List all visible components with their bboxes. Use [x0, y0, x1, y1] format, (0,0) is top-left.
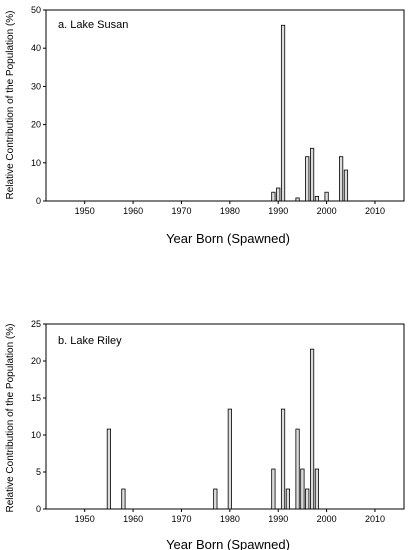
panel-title-b: b. Lake Riley — [58, 335, 122, 347]
bar — [121, 488, 126, 510]
x-tick-label: 2000 — [317, 206, 337, 216]
x-tick-label: 1980 — [220, 206, 240, 216]
y-tick-label: 20 — [31, 356, 41, 366]
bar — [309, 348, 315, 510]
x-tick-label: 2010 — [365, 206, 385, 216]
bar — [285, 488, 290, 510]
panel-lake-riley: Relative Contribution of the Population … — [5, 319, 405, 550]
x-tick-label: 1960 — [123, 514, 143, 524]
bar — [324, 191, 329, 202]
x-axis-b: 1950 1960 1970 1980 1990 2000 2010 — [75, 509, 385, 524]
y-tick-label: 15 — [31, 393, 41, 403]
y-tick-label: 0 — [36, 196, 41, 206]
bar — [309, 147, 315, 202]
plot-frame-b — [45, 323, 405, 510]
bar — [300, 468, 305, 510]
x-axis-a: 1950 1960 1970 1980 1990 2000 2010 — [75, 201, 385, 216]
x-axis-title-a: Year Born (Spawned) — [166, 231, 290, 246]
x-tick-label: 1970 — [171, 514, 191, 524]
bars-a — [271, 24, 349, 202]
plot-frame-a — [45, 9, 405, 202]
x-tick-label: 2010 — [365, 514, 385, 524]
bar — [305, 488, 310, 510]
bar — [295, 428, 300, 510]
x-tick-label: 2000 — [317, 514, 337, 524]
bar — [305, 156, 310, 202]
y-tick-label: 20 — [31, 120, 41, 130]
bar — [227, 408, 232, 510]
x-tick-label: 1950 — [75, 206, 95, 216]
panel-title-a: a. Lake Susan — [58, 19, 128, 31]
y-tick-label: 40 — [31, 43, 41, 53]
x-tick-label: 1950 — [75, 514, 95, 524]
bar — [295, 197, 300, 202]
y-tick-label: 5 — [36, 467, 41, 477]
bars-b — [106, 348, 320, 510]
y-tick-label: 25 — [31, 319, 41, 329]
bar — [271, 468, 276, 510]
bar — [314, 468, 320, 510]
x-tick-label: 1990 — [268, 206, 288, 216]
panel-lake-susan: Relative Contribution of the Population … — [5, 5, 405, 246]
bar — [314, 196, 320, 202]
x-tick-label: 1960 — [123, 206, 143, 216]
y-axis-b: 0 5 10 15 20 25 — [31, 319, 46, 514]
bar — [339, 156, 344, 202]
bar — [280, 24, 286, 202]
bar — [280, 408, 286, 510]
bar — [276, 187, 281, 202]
y-tick-label: 30 — [31, 81, 41, 91]
x-tick-label: 1980 — [220, 514, 240, 524]
y-axis-title-b: Relative Contribution of the Population … — [5, 324, 16, 513]
bar — [213, 488, 218, 510]
y-tick-label: 10 — [31, 158, 41, 168]
y-tick-label: 10 — [31, 430, 41, 440]
y-axis-a: 0 10 20 30 40 50 — [31, 5, 46, 206]
bar — [343, 169, 349, 202]
bar — [271, 191, 276, 202]
y-tick-label: 0 — [36, 504, 41, 514]
y-tick-label: 50 — [31, 5, 41, 15]
x-axis-title-b: Year Born (Spawned) — [166, 537, 290, 550]
y-axis-title-a: Relative Contribution of the Population … — [5, 11, 16, 200]
bar — [106, 428, 111, 510]
x-tick-label: 1970 — [171, 206, 191, 216]
x-tick-label: 1990 — [268, 514, 288, 524]
